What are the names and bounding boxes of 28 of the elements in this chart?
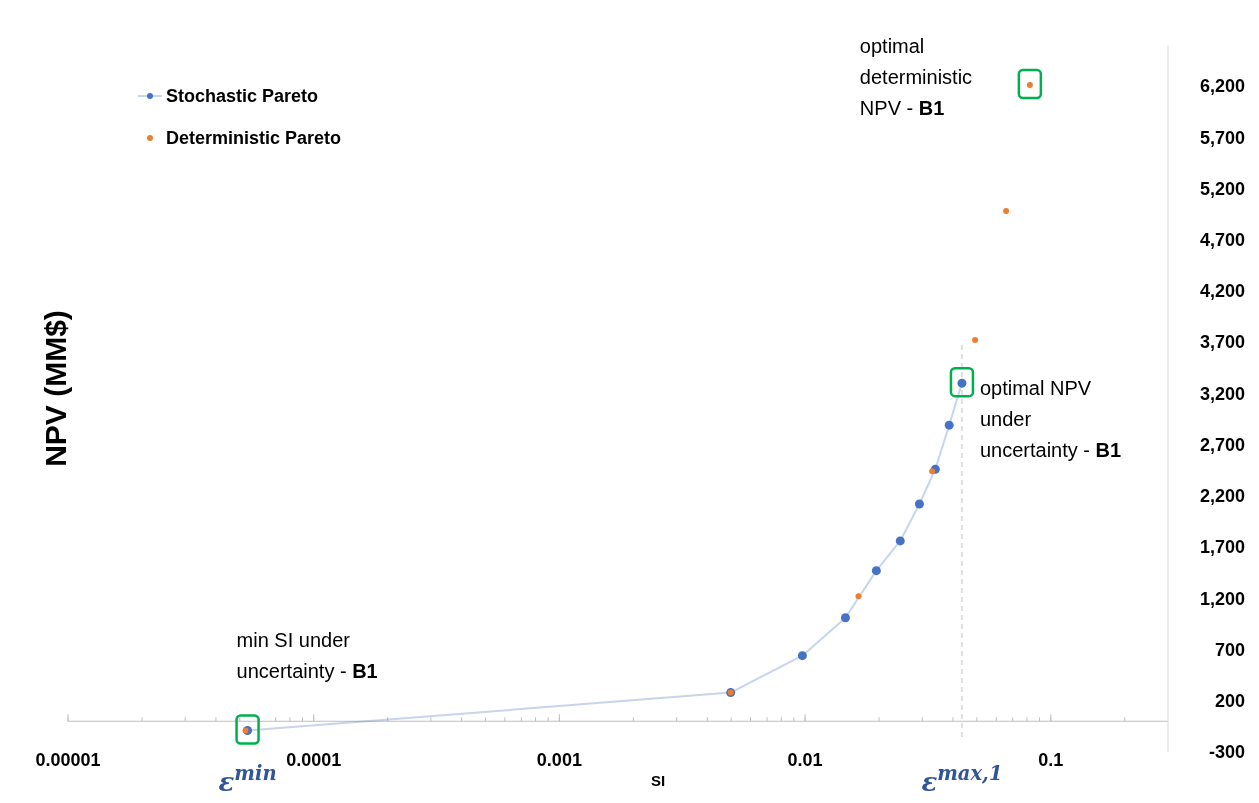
annotation: min SI under uncertainty - B1 — [236, 629, 378, 683]
y-tick-label: 6,200 — [1199, 76, 1245, 97]
y-tick-label: 3,700 — [1199, 332, 1245, 353]
text: ε$^{min}$ — [218, 761, 277, 797]
y-tick-label: 1,200 — [1199, 588, 1245, 609]
y-tick-label: 4,200 — [1199, 281, 1245, 302]
x-tick-label: 0.01 — [787, 750, 823, 770]
annotation: optimal deterministic NPV - B1 — [859, 34, 973, 119]
y-tick-label: 200 — [1214, 691, 1245, 712]
y-tick-label: 5,700 — [1199, 127, 1245, 148]
legend-label: Stochastic Pareto — [166, 86, 319, 107]
x-tick-label: 0.00001 — [35, 750, 101, 770]
y-tick-label: 4,700 — [1199, 229, 1245, 250]
y-tick-label: 1,700 — [1199, 537, 1245, 558]
y-tick-label: 700 — [1214, 639, 1245, 660]
legend-label: Deterministic Pareto — [166, 128, 342, 149]
x-tick-label: 0.001 — [536, 750, 582, 770]
text: ε$^{max,1}$ — [921, 761, 1003, 797]
y-axis-title: NPV (MM$) — [39, 310, 72, 467]
annotation: optimal NPV under uncertainty - B1 — [979, 377, 1122, 462]
y-tick-label: 2,200 — [1199, 486, 1245, 507]
y-tick-label: 2,700 — [1199, 434, 1245, 455]
x-tick-label: 0.1 — [1038, 750, 1064, 770]
y-tick-label: -300 — [1208, 742, 1245, 763]
y-tick-label: 5,200 — [1199, 178, 1245, 199]
x-axis-title: SI — [650, 772, 666, 789]
x-tick-label: 0.0001 — [286, 750, 342, 770]
y-tick-label: 3,200 — [1199, 383, 1245, 404]
